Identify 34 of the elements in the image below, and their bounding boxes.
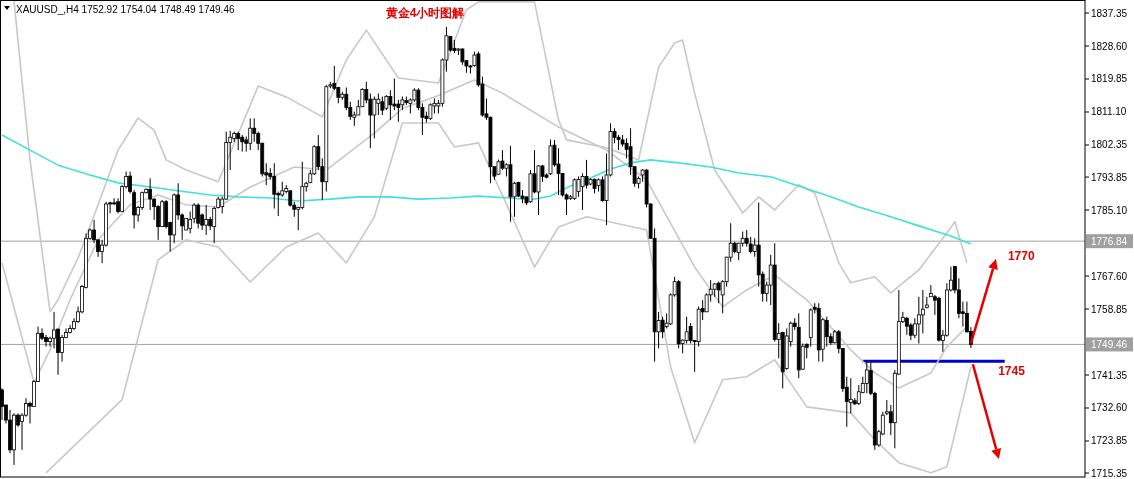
candlestick	[252, 117, 257, 143]
candlestick	[148, 177, 153, 211]
y-tick-label: 1741.35	[1091, 369, 1128, 381]
line-series	[45, 122, 972, 474]
ref-line-label: 1745	[998, 364, 1026, 379]
ref-line-label: 1749.46	[1091, 338, 1128, 350]
y-tick-label: 1715.35	[1091, 467, 1128, 479]
candlestick	[848, 377, 853, 414]
candlestick	[372, 96, 377, 139]
candlestick	[376, 93, 381, 116]
y-tick-label: 1811.10	[1091, 106, 1127, 118]
y-tick-label: 1758.85	[1091, 303, 1128, 315]
candlestick	[904, 316, 909, 336]
chart-subtitle: XAUUSD_,H4 1752.92 1754.04 1748.49 1749.46	[16, 4, 235, 15]
candlestick	[920, 289, 925, 334]
y-tick-label: 1723.85	[1091, 435, 1128, 447]
text: 黄金4小时图解	[384, 6, 465, 20]
y-tick-label: 1785.10	[1091, 204, 1128, 216]
ref-line-label: 1776.84	[1091, 235, 1128, 247]
y-tick-label: 1819.85	[1091, 73, 1128, 85]
y-tick-label: 1732.60	[1091, 402, 1128, 414]
y-tick-label: 1767.60	[1091, 270, 1128, 282]
candlestick	[272, 162, 277, 210]
y-tick-label: 1828.60	[1091, 40, 1128, 52]
y-tick-label: 1802.35	[1091, 139, 1128, 151]
line-series	[1, 134, 972, 245]
candlestick	[52, 311, 56, 349]
y-tick-label: 1837.35	[1091, 7, 1128, 19]
y-tick-label: 1793.85	[1091, 171, 1128, 183]
candlestick	[684, 316, 689, 345]
annotation: 1770	[1007, 248, 1035, 263]
candlestick	[248, 117, 253, 151]
candlestick	[824, 316, 829, 348]
candlestick	[584, 159, 589, 190]
